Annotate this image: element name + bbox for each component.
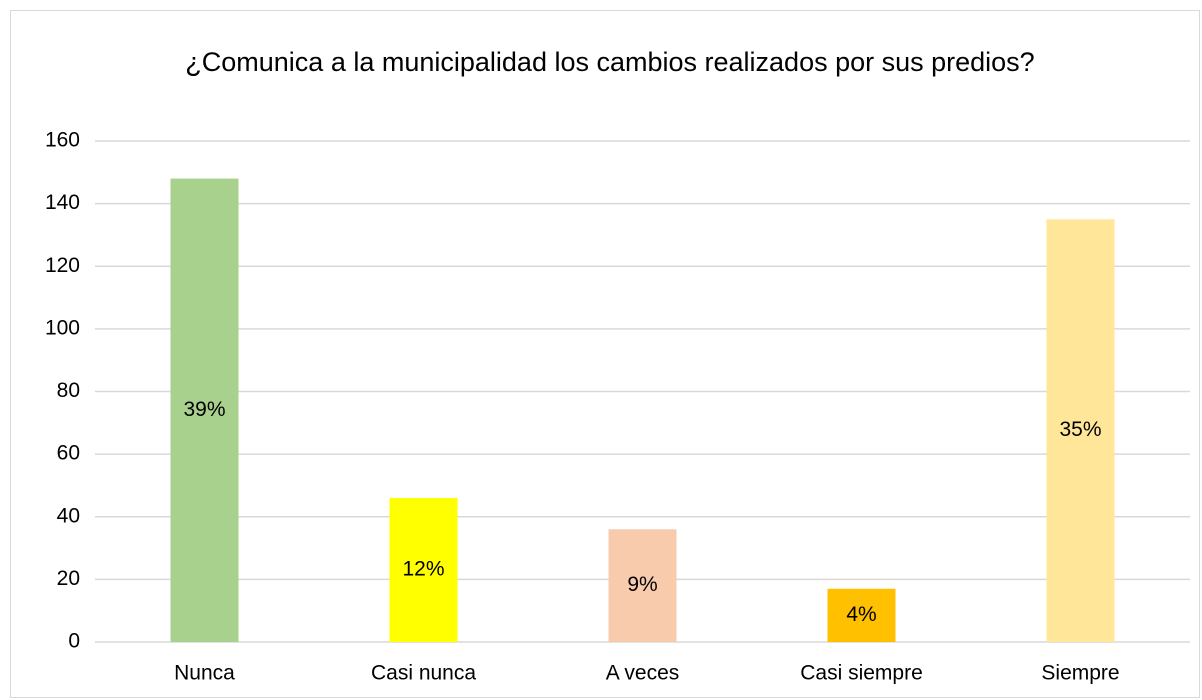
x-tick-label: Casi nunca — [371, 662, 476, 685]
y-tick-label: 40 — [57, 504, 80, 527]
data-label: 35% — [1059, 418, 1101, 441]
data-label: 4% — [846, 603, 876, 626]
x-tick-label: Nunca — [174, 662, 235, 685]
bar — [389, 497, 458, 642]
y-tick-label: 100 — [45, 316, 80, 339]
data-label: 9% — [627, 573, 657, 596]
data-label: 12% — [402, 558, 444, 581]
y-tick-label: 160 — [45, 129, 80, 152]
x-tick-label: Casi siempre — [800, 662, 923, 685]
chart-title: ¿Comunica a la municipalidad los cambios… — [185, 47, 1035, 77]
x-tick-label: Siempre — [1041, 662, 1119, 685]
data-label: 39% — [183, 398, 225, 421]
bar — [608, 529, 677, 642]
y-tick-label: 80 — [57, 379, 80, 402]
bar — [170, 178, 239, 642]
bar — [827, 588, 896, 642]
y-tick-label: 20 — [57, 567, 80, 590]
bar — [1046, 219, 1115, 642]
y-tick-label: 120 — [45, 254, 80, 277]
x-tick-label: A veces — [606, 662, 680, 685]
y-tick-label: 140 — [45, 191, 80, 214]
y-tick-label: 0 — [68, 630, 80, 653]
y-tick-label: 60 — [57, 442, 80, 465]
chart-frame — [10, 10, 1200, 698]
